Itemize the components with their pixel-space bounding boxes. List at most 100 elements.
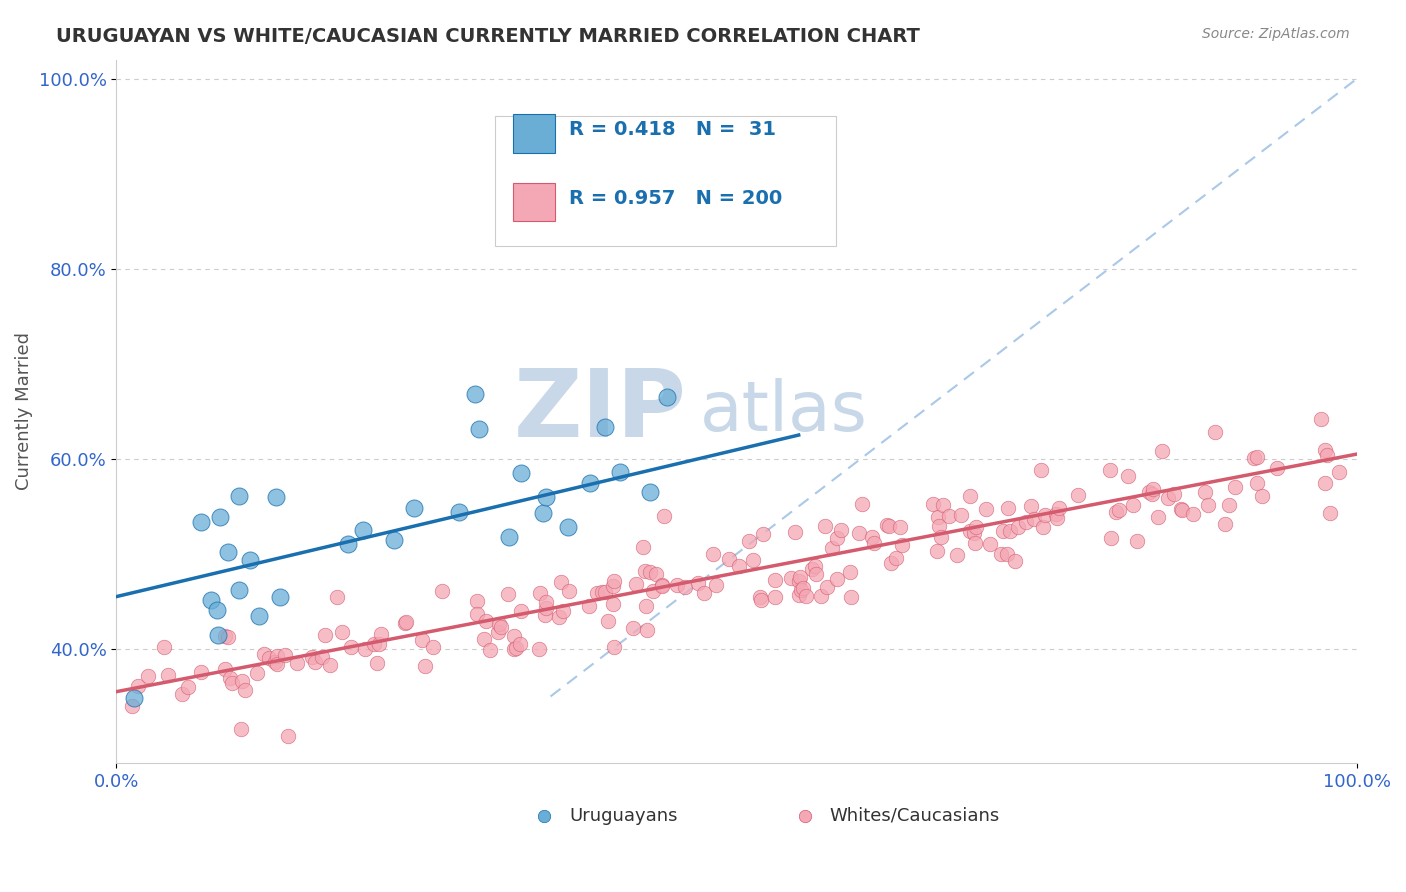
Point xyxy=(609,465,631,479)
FancyBboxPatch shape xyxy=(513,183,555,221)
Point xyxy=(475,614,498,628)
Point xyxy=(602,574,624,589)
Point xyxy=(1024,512,1046,526)
Point xyxy=(550,574,572,589)
Point xyxy=(304,655,326,669)
Point xyxy=(950,508,973,522)
Point xyxy=(1142,482,1164,496)
Point xyxy=(136,669,159,683)
Point xyxy=(593,420,616,434)
Text: atlas: atlas xyxy=(699,378,868,445)
Point xyxy=(1213,517,1236,532)
Point xyxy=(529,585,551,599)
Point xyxy=(465,594,488,608)
Point xyxy=(1004,554,1026,568)
Point xyxy=(394,615,416,630)
Point xyxy=(190,516,212,530)
Point xyxy=(990,547,1012,561)
Point xyxy=(815,580,838,594)
Point xyxy=(728,558,751,573)
Point xyxy=(1313,476,1336,491)
Point xyxy=(505,640,527,655)
Point xyxy=(825,572,848,586)
Point xyxy=(621,620,644,634)
Point xyxy=(890,538,912,552)
Point xyxy=(579,475,602,490)
Point xyxy=(673,580,696,594)
Point xyxy=(763,590,786,604)
Point xyxy=(821,541,844,555)
Point xyxy=(1218,498,1240,512)
Point xyxy=(997,501,1019,516)
Point xyxy=(1223,480,1246,494)
Point xyxy=(366,657,388,671)
Point xyxy=(880,556,903,570)
Point xyxy=(787,588,810,602)
Point xyxy=(789,569,811,583)
Point xyxy=(665,577,688,591)
Point xyxy=(702,547,724,561)
Point xyxy=(534,608,557,623)
Point xyxy=(993,524,1015,538)
Point xyxy=(531,506,554,520)
Point xyxy=(498,587,520,601)
Point xyxy=(246,666,269,681)
Point xyxy=(233,683,256,698)
Point xyxy=(863,535,886,549)
Point xyxy=(1015,515,1038,529)
Point xyxy=(602,579,624,593)
Point xyxy=(922,497,945,511)
Point xyxy=(789,574,811,589)
Point xyxy=(602,597,624,611)
Point xyxy=(509,637,531,651)
Point xyxy=(1171,502,1194,516)
Point xyxy=(336,537,359,551)
Point xyxy=(156,667,179,681)
Point xyxy=(738,534,761,549)
Point xyxy=(1098,462,1121,476)
Point xyxy=(314,628,336,642)
Point xyxy=(1007,520,1029,534)
Text: Whites/Caucasians: Whites/Caucasians xyxy=(830,806,1000,825)
Point xyxy=(1116,468,1139,483)
Point xyxy=(591,585,613,599)
Point xyxy=(228,582,250,597)
Point xyxy=(472,632,495,647)
Point xyxy=(527,641,550,656)
Point xyxy=(325,590,347,604)
Point xyxy=(686,576,709,591)
Point xyxy=(780,571,803,585)
Point xyxy=(301,649,323,664)
Point xyxy=(651,579,673,593)
Point xyxy=(783,524,806,539)
Point xyxy=(311,650,333,665)
Point xyxy=(285,657,308,671)
Point xyxy=(1204,425,1226,440)
Point xyxy=(274,648,297,662)
Point xyxy=(752,527,775,541)
Point xyxy=(264,491,287,505)
Point xyxy=(214,629,236,643)
Point xyxy=(927,544,949,558)
Point xyxy=(253,647,276,661)
Point xyxy=(536,595,558,609)
Y-axis label: Currently Married: Currently Married xyxy=(15,333,32,491)
Point xyxy=(217,545,239,559)
Point xyxy=(319,657,342,672)
Point xyxy=(1137,484,1160,499)
Point xyxy=(1104,505,1126,519)
Point xyxy=(548,610,571,624)
Point xyxy=(1122,499,1144,513)
Point xyxy=(534,600,557,615)
Point xyxy=(239,553,262,567)
Point xyxy=(652,509,675,524)
Point xyxy=(430,584,453,599)
Point xyxy=(877,518,900,533)
Point xyxy=(741,553,763,567)
Point xyxy=(860,530,883,544)
Point xyxy=(974,501,997,516)
Point xyxy=(266,657,288,671)
Point xyxy=(478,643,501,657)
Point xyxy=(801,562,824,576)
Point xyxy=(641,583,664,598)
